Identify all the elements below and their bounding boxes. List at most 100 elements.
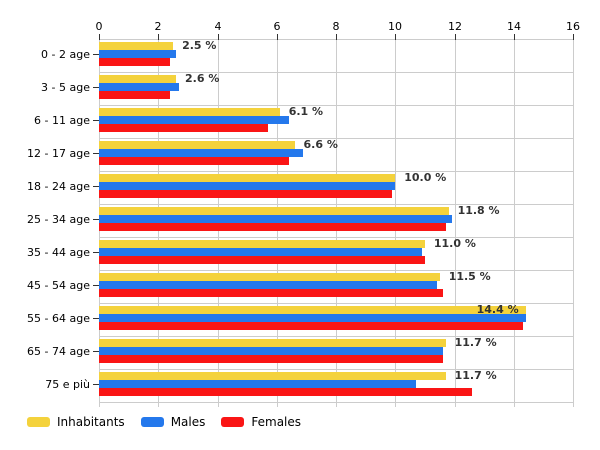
x-tick-stub-12 — [455, 403, 456, 407]
category-label-text: 6 - 11 age — [34, 113, 90, 127]
legend-item-females: Females — [221, 415, 301, 429]
y-tick-mark — [93, 119, 99, 121]
category-label: 55 - 64 age — [27, 306, 99, 330]
bar-inhabitants — [99, 174, 396, 182]
x-tick-stub-6 — [277, 403, 278, 407]
bar-group-row: 6.1 % — [99, 106, 574, 139]
gridline-x-14 — [514, 40, 515, 403]
x-tick-stub-8 — [336, 403, 337, 407]
bar-value-label: 2.5 % — [182, 39, 217, 52]
bar-inhabitants — [99, 306, 526, 314]
y-tick-mark — [93, 218, 99, 220]
x-tick-label-14: 14 — [507, 20, 521, 33]
bar-inhabitants — [99, 141, 295, 149]
y-tick-mark — [93, 86, 99, 88]
legend-swatch-inhabitants — [27, 417, 50, 427]
gridline-x-16 — [573, 40, 574, 403]
bar-group-row: 11.7 % — [99, 370, 574, 403]
bar-males — [99, 248, 422, 256]
category-label-text: 65 - 74 age — [27, 344, 90, 358]
bar-inhabitants — [99, 207, 449, 215]
x-tick-label-4: 4 — [214, 20, 222, 33]
x-tick-label-0: 0 — [95, 20, 103, 33]
x-tick-label-2: 2 — [154, 20, 162, 33]
bar-group-row: 11.0 % — [99, 238, 574, 271]
category-label-text: 75 e più — [45, 377, 90, 391]
x-tick-mark-16 — [573, 34, 574, 40]
x-tick-mark-6 — [277, 34, 278, 40]
bar-females — [99, 157, 289, 165]
category-label: 3 - 5 age — [41, 75, 99, 99]
bar-females — [99, 58, 171, 66]
x-tick-label-10: 10 — [388, 20, 402, 33]
x-tick-mark-0 — [99, 34, 100, 40]
bar-inhabitants — [99, 108, 280, 116]
bar-inhabitants — [99, 240, 425, 248]
bar-value-label: 11.0 % — [433, 237, 476, 250]
y-tick-mark — [93, 185, 99, 187]
bar-group-row: 2.6 % — [99, 73, 574, 106]
y-tick-mark — [93, 317, 99, 319]
bar-females — [99, 256, 425, 264]
bar-females — [99, 190, 393, 198]
x-tick-stub-14 — [514, 403, 515, 407]
bar-value-label: 6.6 % — [303, 138, 338, 151]
bar-group-row: 11.8 % — [99, 205, 574, 238]
x-tick-mark-12 — [455, 34, 456, 40]
bar-females — [99, 355, 443, 363]
bar-value-label: 14.4 % — [476, 303, 519, 316]
category-label-text: 18 - 24 age — [27, 179, 90, 193]
category-label: 75 e più — [45, 372, 99, 396]
y-tick-mark — [93, 284, 99, 286]
bar-males — [99, 50, 177, 58]
bar-females — [99, 322, 523, 330]
legend-swatch-females — [221, 417, 245, 427]
bar-group-row: 11.5 % — [99, 271, 574, 304]
y-tick-mark — [93, 251, 99, 253]
category-label-text: 55 - 64 age — [27, 311, 90, 325]
legend-label-inhabitants: Inhabitants — [57, 415, 125, 429]
x-tick-stub-16 — [573, 403, 574, 407]
bar-males — [99, 215, 452, 223]
bar-value-label: 11.8 % — [457, 204, 500, 217]
x-tick-mark-10 — [395, 34, 396, 40]
bar-value-label: 10.0 % — [404, 171, 447, 184]
bar-value-label: 11.5 % — [448, 270, 491, 283]
category-label: 25 - 34 age — [27, 207, 99, 231]
category-label: 45 - 54 age — [27, 273, 99, 297]
bar-males — [99, 182, 396, 190]
gridline-x-12 — [455, 40, 456, 403]
bar-females — [99, 91, 171, 99]
x-tick-label-6: 6 — [273, 20, 281, 33]
bar-females — [99, 388, 473, 396]
x-tick-stub-4 — [218, 403, 219, 407]
bar-males — [99, 281, 437, 289]
bar-inhabitants — [99, 339, 446, 347]
bar-inhabitants — [99, 75, 177, 83]
legend-label-females: Females — [251, 415, 302, 429]
bar-females — [99, 289, 443, 297]
x-tick-label-8: 8 — [332, 20, 340, 33]
legend-item-inhabitants: Inhabitants — [27, 415, 125, 429]
bar-group-row: 14.4 % — [99, 304, 574, 337]
bar-inhabitants — [99, 372, 446, 380]
x-tick-stub-10 — [395, 403, 396, 407]
category-label-text: 12 - 17 age — [27, 146, 90, 160]
x-tick-mark-4 — [218, 34, 219, 40]
bar-males — [99, 149, 304, 157]
x-tick-mark-8 — [336, 34, 337, 40]
x-tick-stub-0 — [99, 403, 100, 407]
category-label-text: 0 - 2 age — [41, 47, 90, 61]
category-label: 18 - 24 age — [27, 174, 99, 198]
bar-females — [99, 124, 268, 132]
y-tick-mark — [93, 53, 99, 55]
bar-value-label: 11.7 % — [454, 369, 497, 382]
bar-value-label: 2.6 % — [185, 72, 220, 85]
category-label: 12 - 17 age — [27, 141, 99, 165]
y-tick-mark — [93, 350, 99, 352]
legend-swatch-males — [140, 417, 164, 427]
y-axis: 0 - 2 age 3 - 5 age 6 - 11 age 12 - 17 age 1… — [0, 40, 99, 403]
bar-males — [99, 116, 289, 124]
y-tick-mark — [93, 383, 99, 385]
